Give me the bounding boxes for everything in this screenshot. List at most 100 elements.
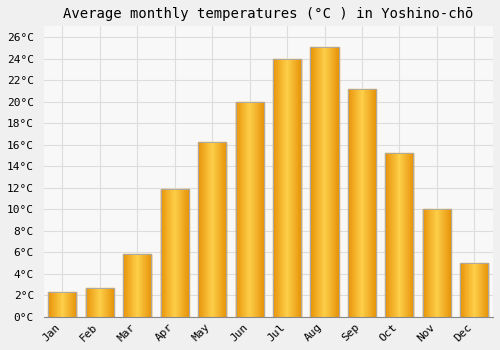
Bar [370, 89, 371, 317]
Bar [98, 288, 100, 317]
Bar [473, 263, 474, 317]
Bar [246, 102, 247, 317]
Bar [141, 254, 142, 317]
Bar [252, 102, 253, 317]
Bar [397, 153, 398, 317]
Bar [406, 153, 408, 317]
Bar [91, 288, 92, 317]
Bar [330, 47, 332, 317]
Bar [140, 254, 141, 317]
Bar [390, 153, 391, 317]
Bar [50, 292, 51, 317]
Bar [57, 292, 58, 317]
Bar [244, 102, 245, 317]
Bar [243, 102, 244, 317]
Bar [470, 263, 471, 317]
Bar [247, 102, 248, 317]
Bar [472, 263, 473, 317]
Bar [166, 189, 167, 317]
Bar [391, 153, 392, 317]
Bar [388, 153, 389, 317]
Bar [111, 288, 112, 317]
Bar [74, 292, 76, 317]
Bar [67, 292, 68, 317]
Bar [336, 47, 337, 317]
Bar [145, 254, 146, 317]
Bar [248, 102, 249, 317]
Bar [239, 102, 240, 317]
Bar [375, 89, 376, 317]
Bar [467, 263, 468, 317]
Bar [70, 292, 71, 317]
Bar [394, 153, 395, 317]
Bar [356, 89, 357, 317]
Bar [296, 58, 297, 317]
Bar [317, 47, 318, 317]
Bar [476, 263, 477, 317]
Bar [464, 263, 465, 317]
Bar [203, 142, 204, 317]
Bar [52, 292, 53, 317]
Bar [423, 209, 451, 317]
Bar [131, 254, 132, 317]
Bar [373, 89, 374, 317]
Bar [350, 89, 352, 317]
Bar [358, 89, 359, 317]
Bar [449, 209, 450, 317]
Bar [425, 209, 426, 317]
Bar [182, 189, 183, 317]
Bar [295, 58, 296, 317]
Bar [95, 288, 96, 317]
Bar [478, 263, 479, 317]
Bar [475, 263, 476, 317]
Bar [279, 58, 280, 317]
Bar [225, 142, 226, 317]
Bar [312, 47, 314, 317]
Bar [396, 153, 397, 317]
Bar [427, 209, 428, 317]
Bar [200, 142, 201, 317]
Bar [110, 288, 111, 317]
Bar [102, 288, 103, 317]
Bar [160, 189, 162, 317]
Bar [135, 254, 136, 317]
Bar [321, 47, 322, 317]
Bar [325, 47, 326, 317]
Bar [134, 254, 135, 317]
Bar [64, 292, 65, 317]
Bar [440, 209, 441, 317]
Bar [326, 47, 327, 317]
Bar [439, 209, 440, 317]
Bar [372, 89, 373, 317]
Bar [212, 142, 214, 317]
Bar [133, 254, 134, 317]
Bar [258, 102, 259, 317]
Bar [224, 142, 225, 317]
Bar [435, 209, 436, 317]
Bar [73, 292, 74, 317]
Bar [447, 209, 448, 317]
Bar [128, 254, 129, 317]
Bar [186, 189, 187, 317]
Bar [176, 189, 177, 317]
Bar [278, 58, 279, 317]
Bar [314, 47, 315, 317]
Bar [320, 47, 321, 317]
Bar [362, 89, 363, 317]
Bar [174, 189, 176, 317]
Bar [56, 292, 57, 317]
Bar [387, 153, 388, 317]
Bar [437, 209, 438, 317]
Bar [171, 189, 172, 317]
Bar [334, 47, 335, 317]
Bar [168, 189, 169, 317]
Bar [399, 153, 400, 317]
Bar [150, 254, 151, 317]
Bar [129, 254, 130, 317]
Bar [184, 189, 185, 317]
Bar [486, 263, 488, 317]
Bar [319, 47, 320, 317]
Bar [208, 142, 209, 317]
Bar [90, 288, 91, 317]
Bar [466, 263, 467, 317]
